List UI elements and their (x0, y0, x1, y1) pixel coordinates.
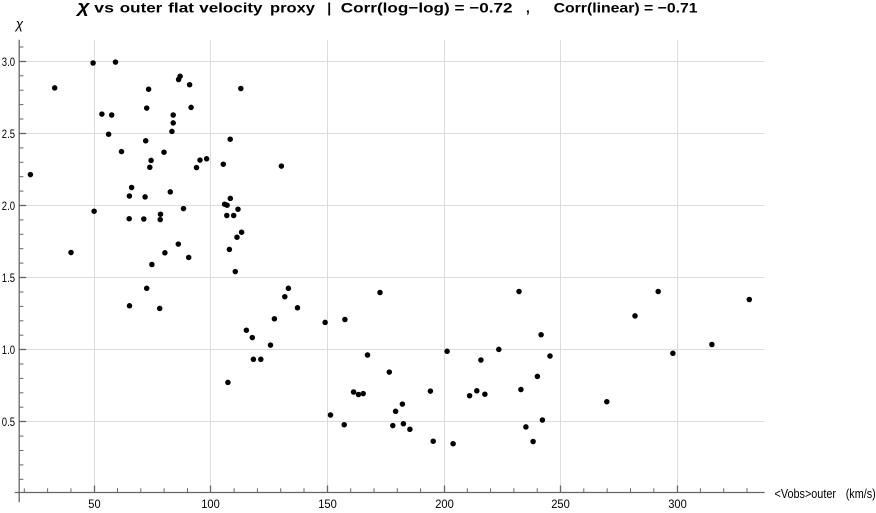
svg-text:|: | (327, 0, 331, 15)
svg-text:150: 150 (318, 497, 337, 508)
svg-text:<Vobs>outer: <Vobs>outer (775, 486, 837, 501)
svg-text:2.0: 2.0 (2, 199, 15, 213)
svg-text:χ: χ (15, 17, 24, 32)
svg-text:1.5: 1.5 (2, 271, 15, 285)
svg-text:flat: flat (168, 0, 194, 15)
svg-text:,: , (526, 0, 530, 15)
svg-text:100: 100 (201, 497, 220, 508)
svg-text:250: 250 (551, 497, 570, 508)
svg-text:vs: vs (94, 0, 114, 15)
svg-text:1.0: 1.0 (2, 343, 15, 357)
svg-text:χ: χ (75, 0, 90, 16)
svg-text:velocity: velocity (199, 0, 262, 15)
svg-text:(km/s): (km/s) (846, 486, 876, 501)
svg-text:proxy: proxy (270, 0, 315, 15)
svg-text:Corr(linear) = −0.71: Corr(linear) = −0.71 (554, 0, 698, 15)
svg-text:Corr(log−log) = −0.72: Corr(log−log) = −0.72 (341, 0, 513, 15)
svg-text:3.0: 3.0 (2, 55, 15, 69)
svg-text:0.5: 0.5 (2, 415, 15, 429)
svg-text:2.5: 2.5 (2, 127, 15, 141)
svg-text:50: 50 (88, 497, 100, 508)
svg-text:200: 200 (435, 497, 454, 508)
svg-text:300: 300 (668, 497, 687, 508)
svg-text:outer: outer (120, 0, 163, 15)
